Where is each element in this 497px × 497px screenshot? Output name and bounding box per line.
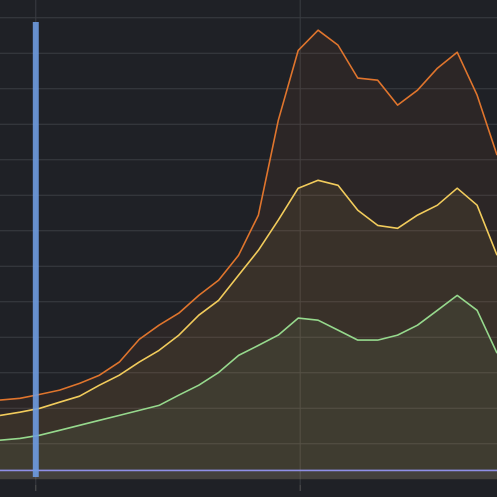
area	[0, 295, 497, 480]
line	[0, 294, 497, 441]
area	[0, 470, 497, 480]
line	[0, 29, 497, 401]
area	[0, 30, 497, 480]
region-marker	[32, 22, 39, 477]
area	[0, 180, 497, 480]
line	[0, 179, 497, 417]
